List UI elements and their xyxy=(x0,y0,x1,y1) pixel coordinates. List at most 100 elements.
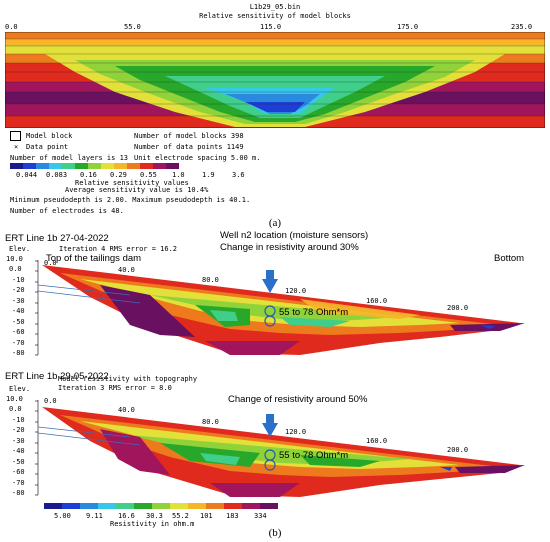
scale-value: 334 xyxy=(254,512,267,520)
color-swatch xyxy=(62,163,75,169)
sensitivity-section xyxy=(5,32,545,128)
y-tick: -70 xyxy=(12,479,25,487)
x-tick: 40.0 xyxy=(118,266,135,274)
iteration-label: Iteration 4 RMS error = 16.2 xyxy=(59,245,178,253)
x-tick: 80.0 xyxy=(202,418,219,426)
resistivity-section-2 xyxy=(35,400,525,497)
well-arrow-icon xyxy=(262,270,278,293)
scale-value: 0.16 xyxy=(80,171,97,179)
scale-value: 9.11 xyxy=(86,512,103,520)
electrodes-note: Number of electrodes is 48. xyxy=(10,207,124,215)
y-tick: 10.0 xyxy=(6,395,23,403)
scale-value: 0.044 xyxy=(16,171,38,179)
x-tick: 160.0 xyxy=(366,297,388,305)
color-swatch xyxy=(260,503,278,509)
y-tick: -20 xyxy=(12,286,25,294)
x-tick: 80.0 xyxy=(202,276,219,284)
x-tick: 200.0 xyxy=(447,446,469,454)
line-label: ERT Line 1b 27-04-2022 xyxy=(5,233,109,244)
color-swatch xyxy=(80,503,98,509)
legend-blocks-count: Number of model blocks 398 xyxy=(134,132,244,140)
scale-value: 0.29 xyxy=(110,171,127,179)
color-swatch xyxy=(140,163,153,169)
y-tick: -10 xyxy=(12,276,25,284)
bottom-label: Bottom xyxy=(494,253,525,264)
scale-value: 16.6 xyxy=(118,512,135,520)
color-swatch xyxy=(44,503,62,509)
legend-model-block: Model block xyxy=(26,132,73,140)
top-tick: 175.0 xyxy=(397,23,419,31)
average-sensitivity: Average sensitivity value is 10.4% xyxy=(65,186,209,194)
resistivity-colorbar xyxy=(44,503,278,510)
color-swatch xyxy=(224,503,242,509)
scale-title: Resistivity in ohm.m xyxy=(110,520,195,528)
y-tick: -60 xyxy=(12,328,25,336)
resistivity-section-1 xyxy=(35,260,525,356)
scale-value: 0.55 xyxy=(140,171,157,179)
y-tick: -80 xyxy=(12,489,25,497)
color-swatch xyxy=(188,503,206,509)
y-tick: -30 xyxy=(12,297,25,305)
iteration-label: Iteration 3 RMS error = 8.0 xyxy=(58,384,172,392)
color-swatch xyxy=(170,503,188,509)
caption-a: (a) xyxy=(268,217,282,229)
top-tick: 115.0 xyxy=(260,23,282,31)
x-tick: 40.0 xyxy=(118,406,135,414)
scale-value: 183 xyxy=(226,512,239,520)
scale-value: 55.2 xyxy=(172,512,189,520)
y-tick: -60 xyxy=(12,468,25,476)
scale-title: Relative sensitivity values xyxy=(75,179,189,187)
line-label: ERT Line 1b 29-05-2022 xyxy=(5,371,109,382)
scale-value: 5.00 xyxy=(54,512,71,520)
y-tick: 0.0 xyxy=(9,265,22,273)
color-swatch xyxy=(114,163,127,169)
x-tick: 120.0 xyxy=(285,428,307,436)
y-tick: -20 xyxy=(12,426,25,434)
color-swatch xyxy=(152,503,170,509)
elev-label: Elev. xyxy=(9,385,31,393)
data-point-icon: × xyxy=(14,143,19,151)
x-tick: 200.0 xyxy=(447,304,469,312)
legend-electrode-spacing: Unit electrode spacing 5.00 m. xyxy=(134,154,261,162)
color-swatch xyxy=(75,163,88,169)
x-tick: 160.0 xyxy=(366,437,388,445)
y-tick: -40 xyxy=(12,447,25,455)
legend-layers: Number of model layers is 13 xyxy=(10,154,129,162)
panel-a-title: Relative sensitivity of model blocks xyxy=(199,12,351,20)
range-label: 55 to 78 Ohm*m xyxy=(279,450,349,461)
y-tick: -40 xyxy=(12,307,25,315)
color-swatch xyxy=(23,163,36,169)
x-tick: 0.0 xyxy=(44,397,57,405)
model-block-icon xyxy=(10,131,21,141)
top-tick: 0.0 xyxy=(5,23,18,31)
legend-data-point: Data point xyxy=(26,143,69,151)
color-swatch xyxy=(49,163,62,169)
y-tick: -70 xyxy=(12,339,25,347)
x-tick: 120.0 xyxy=(285,287,307,295)
sensitivity-colorbar xyxy=(10,163,270,170)
y-tick: 0.0 xyxy=(9,405,22,413)
x-tick: 0.0 xyxy=(44,259,57,267)
range-label: 55 to 78 Ohm*m xyxy=(279,307,349,318)
y-tick: -50 xyxy=(12,458,25,466)
scale-value: 30.3 xyxy=(146,512,163,520)
scale-value: 101 xyxy=(200,512,213,520)
change-label: Change of resistivity around 50% xyxy=(228,394,368,405)
color-swatch xyxy=(242,503,260,509)
y-tick: -50 xyxy=(12,318,25,326)
well-arrow-icon xyxy=(262,414,278,437)
change-label: Change in resistivity around 30% xyxy=(220,242,359,253)
color-swatch xyxy=(10,163,23,169)
scale-value: 0.083 xyxy=(46,171,68,179)
y-tick: -80 xyxy=(12,349,25,357)
color-swatch xyxy=(101,163,114,169)
color-swatch xyxy=(206,503,224,509)
file-name: L1b29_05.bin xyxy=(249,3,301,11)
pseudodepth-note: Minimum pseudodepth is 2.00. Maximum pse… xyxy=(10,196,251,204)
dam-label: Top of the tailings dam xyxy=(46,253,142,264)
elev-label: Elev. xyxy=(9,245,31,253)
color-swatch xyxy=(36,163,49,169)
color-swatch xyxy=(166,163,179,169)
color-swatch xyxy=(62,503,80,509)
scale-value: 1.9 xyxy=(202,171,215,179)
